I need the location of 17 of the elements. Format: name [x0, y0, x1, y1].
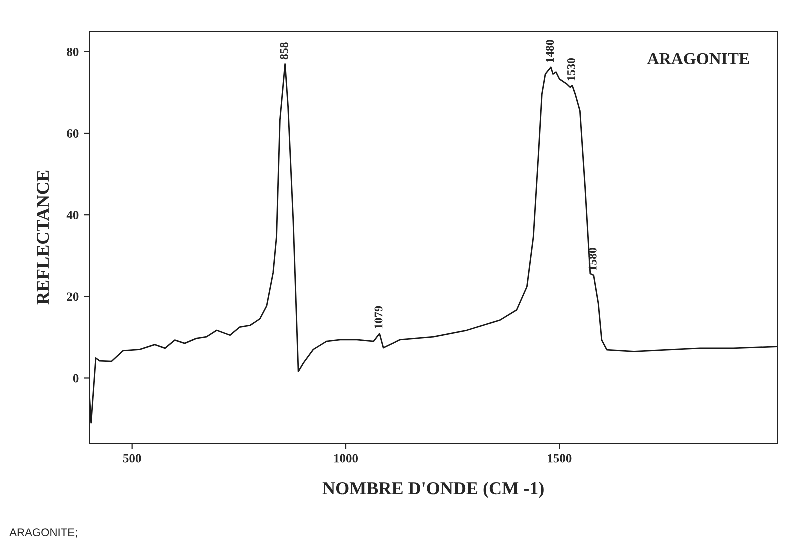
annotation: 1530: [567, 58, 576, 81]
y-tick-label: 20: [67, 292, 79, 302]
x-tick-label: 1000: [334, 454, 358, 463]
y-tick-label: 40: [66, 211, 79, 220]
y-tick-label: 80: [67, 48, 79, 56]
y-tick-label: 0: [73, 374, 79, 383]
text: ARAGONITE;: [10, 528, 78, 538]
text: ARAGONITE: [647, 53, 750, 65]
x-tick-label: 1500: [548, 454, 572, 463]
y-axis-title: REFLECTANCE: [36, 170, 50, 305]
annotation: 858: [280, 42, 288, 60]
annotation: 1580: [588, 248, 597, 270]
annotation: 1079: [374, 306, 383, 329]
x-tick-label: 500: [123, 454, 142, 463]
y-tick-label: 60: [67, 130, 79, 138]
x-axis-title: NOMBRE D'ONDE (CM -1): [322, 482, 544, 498]
annotation: 1480: [546, 40, 554, 62]
